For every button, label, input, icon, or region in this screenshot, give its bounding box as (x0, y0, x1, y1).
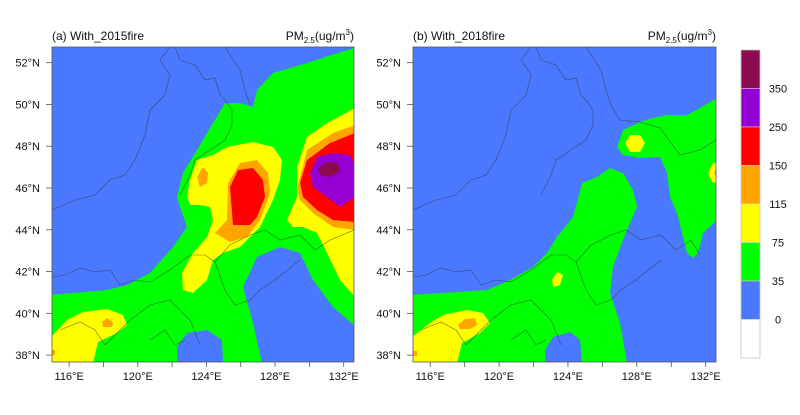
colorbar-bin-c350_up (740, 49, 761, 89)
colorbar-label: 0 (775, 315, 781, 327)
panel-a-lon-label: 116°E (55, 371, 84, 383)
level-115-150 (197, 167, 208, 187)
panel-b-lat-label: 52°N (376, 58, 401, 70)
colorbar-bin-c0_35 (740, 280, 761, 320)
panel-a-lat-label: 38°N (15, 350, 40, 362)
panel-a-lat-label: 50°N (15, 99, 40, 111)
level-115-150 (52, 350, 55, 355)
panel-b-map (413, 47, 716, 362)
panel-a-lon-label: 120°E (123, 371, 153, 383)
colorbar-label: 250 (769, 122, 787, 134)
panel-b-lat-label: 38°N (376, 350, 401, 362)
panel-a: (a) With_2015fire PM2.5(ug/m3) (15, 28, 358, 383)
panel-a-title: (a) With_2015fire (52, 29, 144, 43)
colorbar-label: 35 (772, 276, 784, 288)
panel-b-axes: 116°E 120°E 124°E 128°E 132°E 52°N 50°N 48°N 46°… (376, 58, 720, 383)
level-150-250 (230, 168, 265, 225)
province-borders (413, 47, 716, 346)
panel-b-lat-label: 40°N (376, 308, 401, 320)
panel-b-lon-label: 128°E (622, 371, 652, 383)
panel-a-axes: 116°E 120°E 124°E 128°E 132°E 52°N 50°N 48°N 46°… (15, 58, 358, 383)
panel-b-unit: PM2.5(ug/m3) (648, 28, 716, 45)
level-115-150 (458, 318, 477, 329)
panel-a-lat-label: 46°N (15, 183, 40, 195)
panel-b-title: (b) With_2018fire (413, 29, 505, 43)
panel-b-lon-label: 124°E (553, 371, 583, 383)
colorbar-bin-c75_115 (740, 203, 761, 243)
panel-b-lon-label: 132°E (691, 371, 721, 383)
panel-b: (b) With_2018fire PM2.5(ug/m3) (376, 28, 720, 383)
panel-b-lat-label: 48°N (376, 141, 401, 153)
level-115-150 (102, 318, 113, 327)
panel-b-lon-label: 120°E (484, 371, 514, 383)
panel-a-lon-label: 128°E (260, 371, 290, 383)
panel-a-unit: PM2.5(ug/m3) (286, 28, 354, 45)
province-borders (52, 47, 354, 346)
panel-b-lon-label: 116°E (416, 371, 445, 383)
colorbar-bin-c250_350 (740, 88, 761, 128)
level-350-up (318, 162, 340, 177)
level-115-150 (714, 170, 716, 178)
panel-a-lon-label: 124°E (191, 371, 221, 383)
colorbar-bin-c115_150 (740, 165, 761, 205)
colorbar-bin-below0 (740, 319, 761, 359)
panel-a-lat-label: 52°N (15, 58, 40, 70)
level-75-115 (625, 135, 645, 152)
level-75-115 (708, 163, 716, 183)
panel-a-map (52, 47, 354, 362)
panel-a-lat-label: 42°N (15, 267, 40, 279)
panel-b-lat-label: 50°N (376, 99, 401, 111)
level-0-35 (545, 332, 582, 362)
level-75-115 (552, 272, 563, 287)
colorbar-bin-c150_250 (740, 126, 761, 166)
colorbar-label: 75 (772, 238, 784, 250)
panel-a-lon-label: 132°E (329, 371, 359, 383)
panel-a-lat-label: 48°N (15, 141, 40, 153)
colorbar: 0 35 75 115 150 250 350 (740, 49, 787, 359)
colorbar-bin-c35_75 (740, 242, 761, 282)
panel-b-lat-label: 42°N (376, 267, 401, 279)
colorbar-frame (740, 49, 761, 359)
level-0-35 (177, 330, 223, 362)
level-115-150 (413, 351, 417, 356)
panel-b-frame (412, 46, 717, 363)
panel-a-lat-label: 44°N (15, 225, 40, 237)
panel-a-lat-label: 40°N (15, 308, 40, 320)
colorbar-label: 350 (769, 84, 787, 96)
colorbar-label: 115 (769, 199, 787, 211)
panel-b-lat-label: 44°N (376, 225, 401, 237)
colorbar-label: 150 (769, 161, 787, 173)
panel-a-frame (51, 46, 355, 363)
panel-b-lat-label: 46°N (376, 183, 401, 195)
